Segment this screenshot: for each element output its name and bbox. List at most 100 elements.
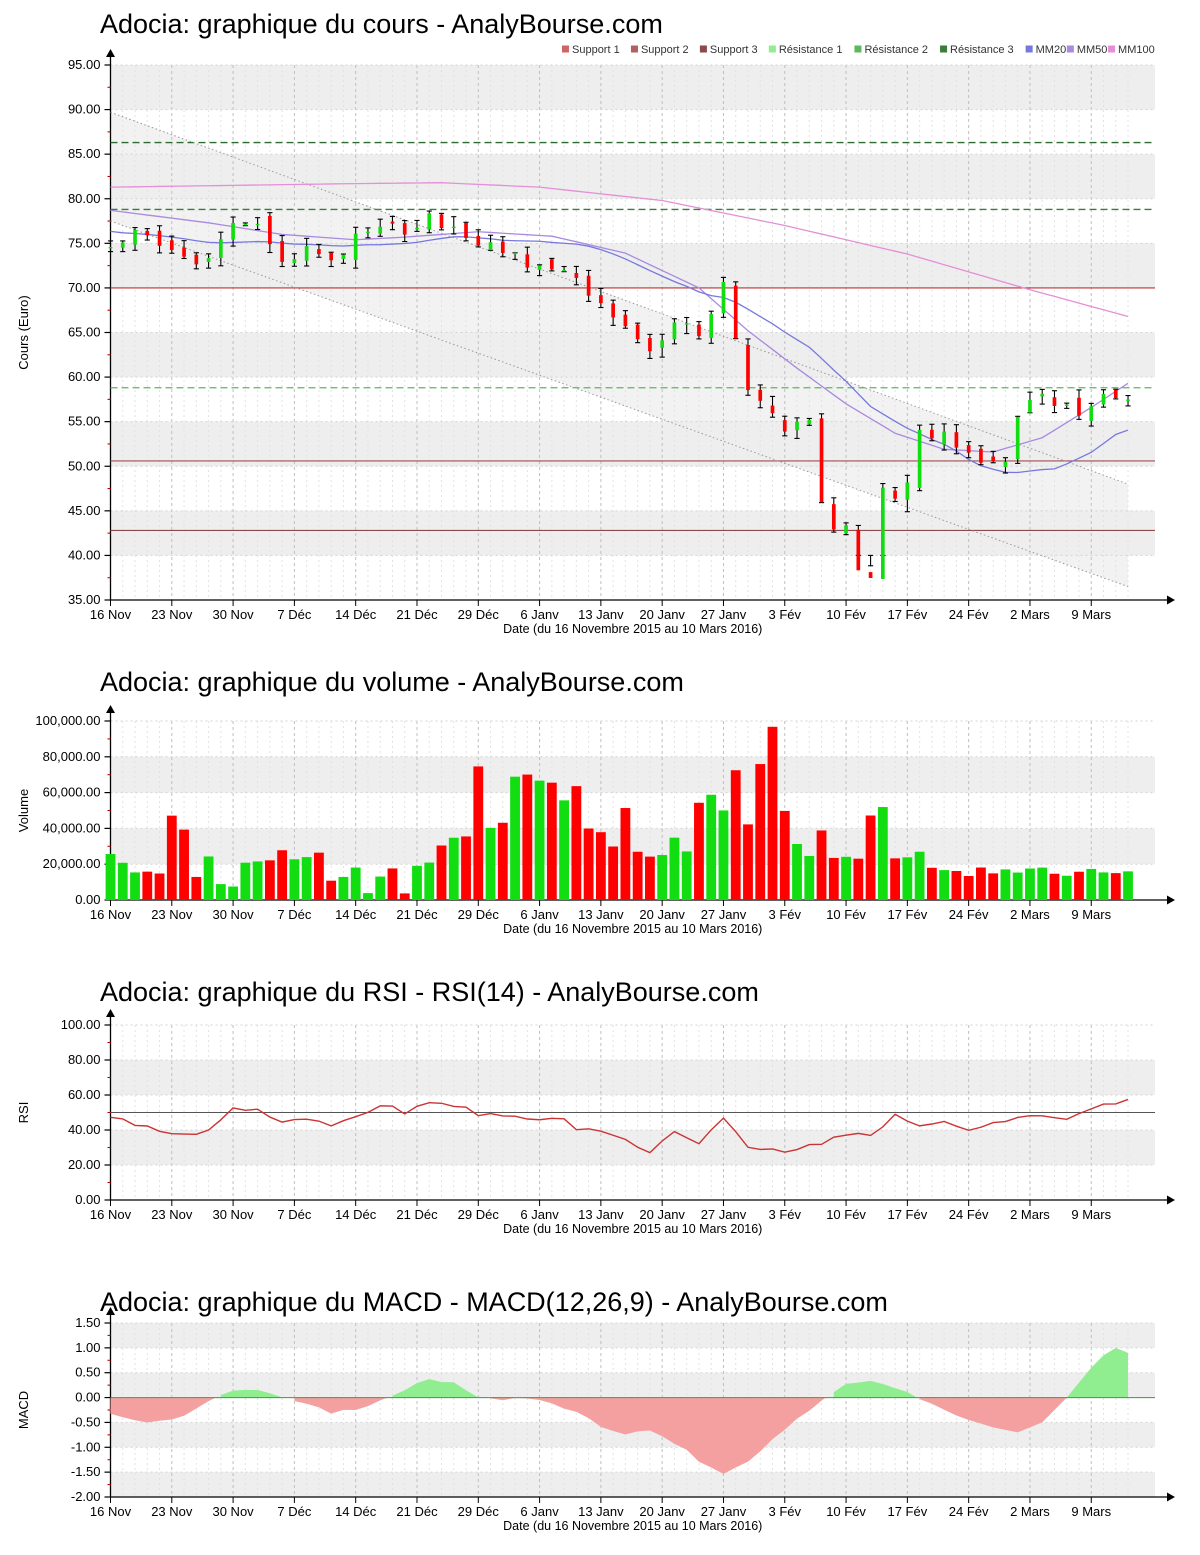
svg-text:14 Déc: 14 Déc — [335, 1504, 377, 1519]
svg-text:23 Nov: 23 Nov — [151, 907, 193, 922]
svg-text:80.00: 80.00 — [68, 191, 101, 206]
svg-text:2 Mars: 2 Mars — [1010, 1504, 1050, 1519]
svg-text:Date (du 16 Novembre 2015 au 1: Date (du 16 Novembre 2015 au 10 Mars 201… — [503, 1519, 762, 1533]
svg-text:17 Fév: 17 Fév — [887, 907, 927, 922]
svg-text:50.00: 50.00 — [68, 458, 101, 473]
svg-text:45.00: 45.00 — [68, 503, 101, 518]
svg-text:0.00: 0.00 — [75, 1390, 100, 1405]
svg-text:27 Janv: 27 Janv — [701, 907, 747, 922]
svg-text:60.00: 60.00 — [68, 1087, 101, 1102]
svg-text:Date (du 16 Novembre 2015 au 1: Date (du 16 Novembre 2015 au 10 Mars 201… — [503, 922, 762, 936]
svg-text:RSI: RSI — [16, 1102, 31, 1124]
svg-text:7 Déc: 7 Déc — [277, 1207, 311, 1222]
svg-text:100,000.00: 100,000.00 — [35, 713, 100, 728]
svg-text:20 Janv: 20 Janv — [639, 1207, 685, 1222]
svg-text:23 Nov: 23 Nov — [151, 1207, 193, 1222]
svg-text:Cours (Euro): Cours (Euro) — [16, 295, 31, 369]
svg-text:55.00: 55.00 — [68, 414, 101, 429]
svg-text:24 Fév: 24 Fév — [949, 607, 989, 622]
svg-text:MACD: MACD — [16, 1391, 31, 1429]
svg-text:2 Mars: 2 Mars — [1010, 1207, 1050, 1222]
svg-text:9 Mars: 9 Mars — [1071, 1504, 1111, 1519]
svg-text:23 Nov: 23 Nov — [151, 1504, 193, 1519]
svg-text:14 Déc: 14 Déc — [335, 907, 377, 922]
svg-text:30 Nov: 30 Nov — [212, 1207, 254, 1222]
svg-text:95.00: 95.00 — [68, 57, 101, 72]
svg-text:1.00: 1.00 — [75, 1340, 100, 1355]
svg-text:20,000.00: 20,000.00 — [43, 856, 101, 871]
svg-text:17 Fév: 17 Fév — [887, 1504, 927, 1519]
svg-text:40,000.00: 40,000.00 — [43, 820, 101, 835]
svg-text:0.00: 0.00 — [75, 892, 100, 907]
svg-text:24 Fév: 24 Fév — [949, 907, 989, 922]
svg-text:9 Mars: 9 Mars — [1071, 907, 1111, 922]
svg-text:70.00: 70.00 — [68, 280, 101, 295]
svg-text:14 Déc: 14 Déc — [335, 607, 377, 622]
svg-text:13 Janv: 13 Janv — [578, 1504, 624, 1519]
svg-text:16 Nov: 16 Nov — [90, 1504, 132, 1519]
svg-text:17 Fév: 17 Fév — [887, 1207, 927, 1222]
svg-text:27 Janv: 27 Janv — [701, 1207, 747, 1222]
svg-text:90.00: 90.00 — [68, 102, 101, 117]
svg-text:65.00: 65.00 — [68, 325, 101, 340]
svg-text:17 Fév: 17 Fév — [887, 607, 927, 622]
svg-text:20 Janv: 20 Janv — [639, 1504, 685, 1519]
svg-text:13 Janv: 13 Janv — [578, 607, 624, 622]
svg-text:100.00: 100.00 — [61, 1017, 101, 1032]
svg-text:-0.50: -0.50 — [71, 1414, 101, 1429]
svg-text:2 Mars: 2 Mars — [1010, 907, 1050, 922]
svg-text:6 Janv: 6 Janv — [520, 1207, 559, 1222]
svg-text:13 Janv: 13 Janv — [578, 1207, 624, 1222]
svg-text:Résistance 3: Résistance 3 — [950, 44, 1014, 56]
svg-text:29 Déc: 29 Déc — [458, 607, 500, 622]
svg-text:3 Fév: 3 Fév — [769, 907, 802, 922]
svg-text:21 Déc: 21 Déc — [396, 907, 438, 922]
svg-text:Support 1: Support 1 — [572, 44, 620, 56]
svg-text:27 Janv: 27 Janv — [701, 607, 747, 622]
svg-text:Date (du 16 Novembre 2015 au 1: Date (du 16 Novembre 2015 au 10 Mars 201… — [503, 1222, 762, 1236]
svg-text:20 Janv: 20 Janv — [639, 907, 685, 922]
svg-text:MM50: MM50 — [1077, 44, 1108, 56]
svg-text:80,000.00: 80,000.00 — [43, 749, 101, 764]
svg-text:7 Déc: 7 Déc — [277, 1504, 311, 1519]
svg-text:30 Nov: 30 Nov — [212, 1504, 254, 1519]
svg-text:16 Nov: 16 Nov — [90, 607, 132, 622]
svg-text:85.00: 85.00 — [68, 146, 101, 161]
svg-text:35.00: 35.00 — [68, 592, 101, 607]
svg-text:Volume: Volume — [16, 789, 31, 832]
svg-text:Résistance 2: Résistance 2 — [864, 44, 928, 56]
svg-text:7 Déc: 7 Déc — [277, 907, 311, 922]
svg-text:80.00: 80.00 — [68, 1052, 101, 1067]
svg-text:2 Mars: 2 Mars — [1010, 607, 1050, 622]
svg-text:MM100: MM100 — [1118, 44, 1155, 56]
svg-text:30 Nov: 30 Nov — [212, 907, 254, 922]
svg-text:21 Déc: 21 Déc — [396, 1504, 438, 1519]
svg-text:23 Nov: 23 Nov — [151, 607, 193, 622]
svg-text:-2.00: -2.00 — [71, 1489, 101, 1504]
svg-text:Support 3: Support 3 — [710, 44, 758, 56]
svg-text:-1.50: -1.50 — [71, 1464, 101, 1479]
svg-text:13 Janv: 13 Janv — [578, 907, 624, 922]
svg-text:29 Déc: 29 Déc — [458, 1207, 500, 1222]
svg-text:MM20: MM20 — [1036, 44, 1067, 56]
svg-text:21 Déc: 21 Déc — [396, 1207, 438, 1222]
svg-text:1.50: 1.50 — [75, 1315, 100, 1330]
svg-text:-1.00: -1.00 — [71, 1439, 101, 1454]
svg-text:6 Janv: 6 Janv — [520, 907, 559, 922]
svg-text:16 Nov: 16 Nov — [90, 907, 132, 922]
svg-text:6 Janv: 6 Janv — [520, 1504, 559, 1519]
svg-text:Support 2: Support 2 — [641, 44, 689, 56]
svg-text:29 Déc: 29 Déc — [458, 907, 500, 922]
svg-text:10 Fév: 10 Fév — [826, 1504, 866, 1519]
svg-text:0.50: 0.50 — [75, 1365, 100, 1380]
svg-text:20.00: 20.00 — [68, 1157, 101, 1172]
svg-text:29 Déc: 29 Déc — [458, 1504, 500, 1519]
svg-text:16 Nov: 16 Nov — [90, 1207, 132, 1222]
svg-text:40.00: 40.00 — [68, 547, 101, 562]
svg-text:27 Janv: 27 Janv — [701, 1504, 747, 1519]
svg-text:20 Janv: 20 Janv — [639, 607, 685, 622]
svg-text:60,000.00: 60,000.00 — [43, 785, 101, 800]
svg-text:6 Janv: 6 Janv — [520, 607, 559, 622]
svg-text:10 Fév: 10 Fév — [826, 607, 866, 622]
svg-text:30 Nov: 30 Nov — [212, 607, 254, 622]
